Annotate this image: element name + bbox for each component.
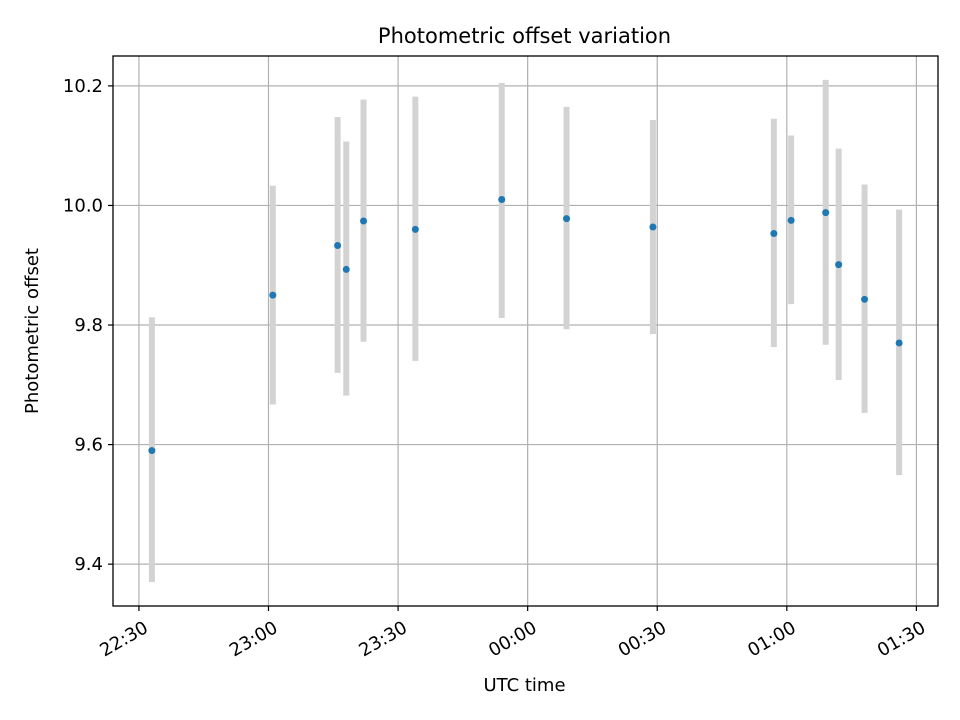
data-point	[269, 291, 277, 299]
data-point	[787, 216, 795, 224]
x-axis-ticks: 22:30 23:00 23:30 00:00 00:30 01:00 01:30	[96, 606, 929, 661]
y-axis-ticks: 9.4 9.6 9.8 10.0 10.2	[63, 76, 113, 575]
x-tick-label: 23:30	[356, 617, 411, 661]
plot-frame	[112, 55, 939, 607]
x-tick-label: 01:30	[874, 617, 929, 661]
y-tick-label: 9.8	[74, 315, 103, 336]
data-point	[334, 242, 342, 250]
data-point	[770, 230, 778, 238]
data-point	[148, 447, 156, 455]
y-tick-label: 10.2	[63, 76, 103, 97]
y-tick-label: 10.0	[63, 195, 103, 216]
data-point	[563, 215, 571, 223]
y-tick-label: 9.4	[74, 554, 103, 575]
data-point	[411, 225, 419, 233]
data-point	[861, 295, 869, 303]
data-point	[649, 223, 657, 231]
x-tick-label: 00:00	[485, 617, 540, 661]
data-point	[835, 261, 843, 269]
data-points	[148, 195, 903, 455]
y-tick-label: 9.6	[74, 435, 103, 456]
x-tick-label: 22:30	[96, 617, 151, 661]
x-tick-label: 23:00	[226, 617, 281, 661]
data-point	[822, 209, 830, 217]
x-tick-label: 00:30	[615, 617, 670, 661]
x-tick-label: 01:00	[744, 617, 799, 661]
data-point	[342, 265, 350, 273]
chart-title: Photometric offset variation	[378, 24, 671, 48]
grid-lines	[113, 56, 938, 606]
data-point	[498, 195, 506, 203]
x-axis-label: UTC time	[483, 675, 565, 696]
y-axis-label: Photometric offset	[22, 248, 43, 414]
data-point	[895, 339, 903, 347]
data-point	[360, 217, 368, 225]
